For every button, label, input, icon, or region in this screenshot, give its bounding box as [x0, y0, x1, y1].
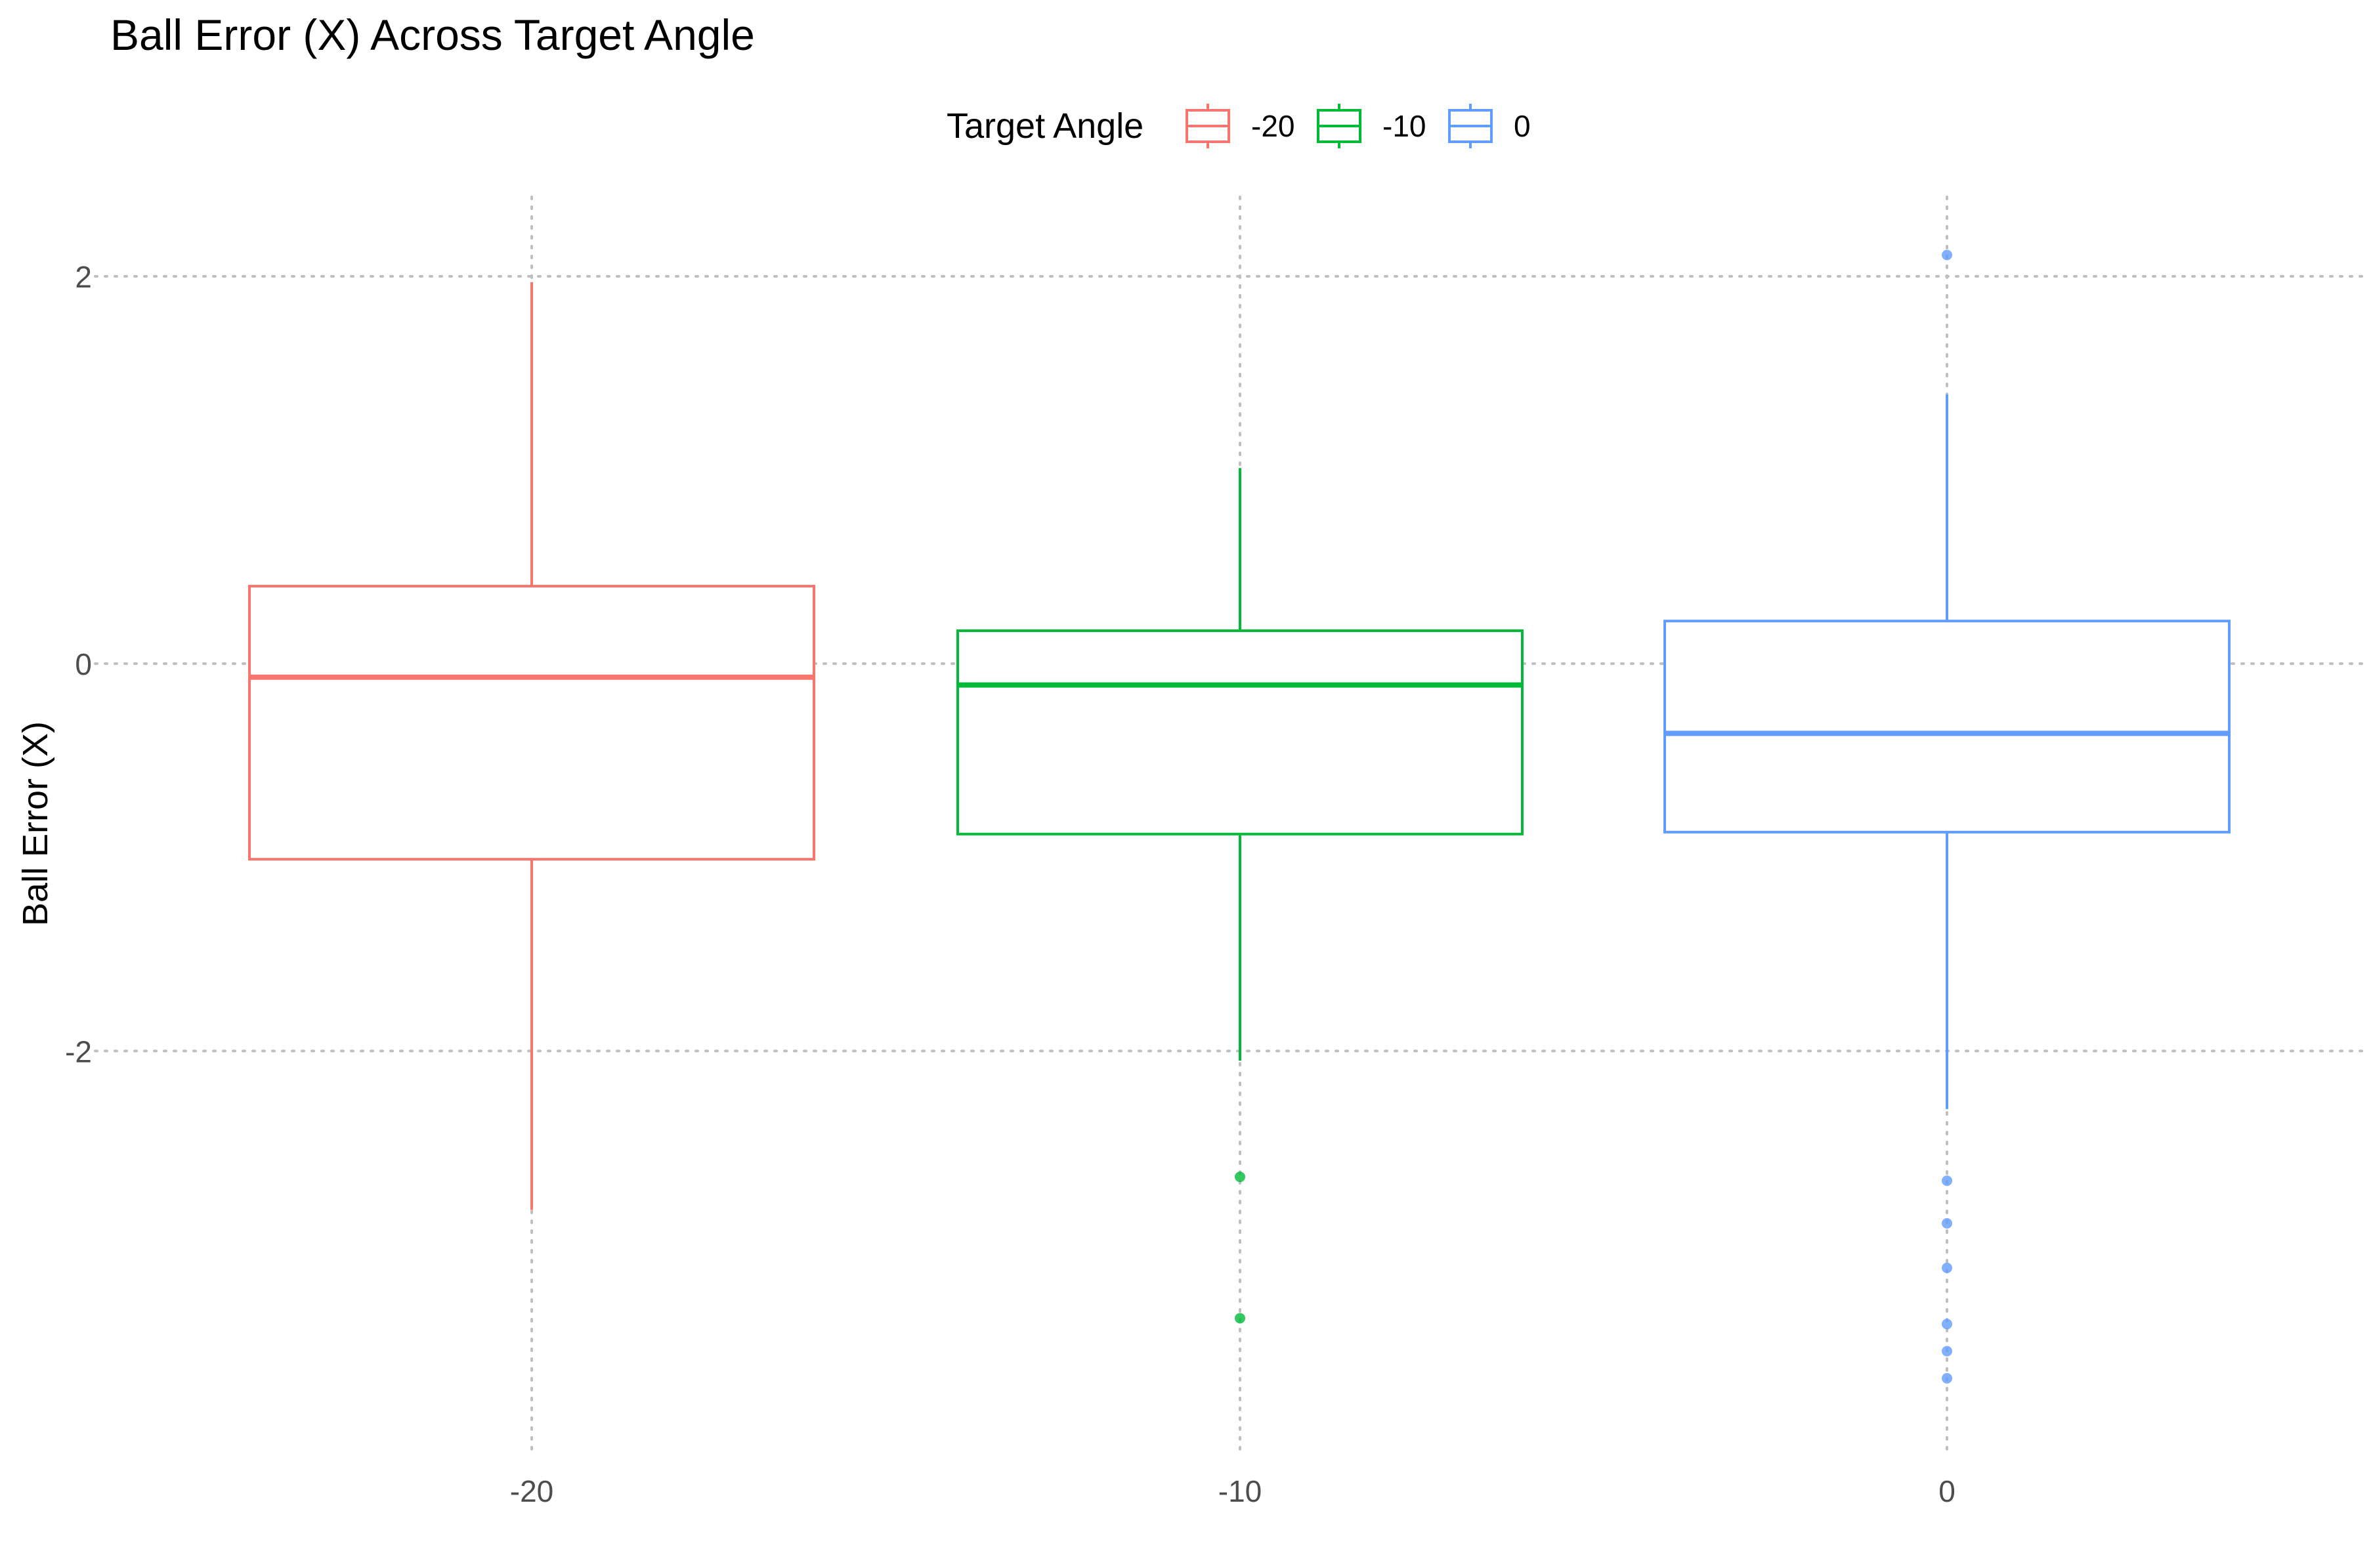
box-iqr	[1663, 620, 2231, 834]
x-tick-label: -20	[510, 1474, 553, 1508]
legend-label: -20	[1251, 109, 1294, 143]
y-tick-label: 2	[75, 260, 92, 294]
legend-label: -10	[1382, 109, 1426, 143]
legend-entry: -10	[1317, 104, 1426, 148]
legend-label: 0	[1514, 109, 1531, 143]
legend-entries: -20 -10 0	[1186, 104, 1531, 148]
outlier-point	[1942, 1262, 1952, 1273]
outlier-point	[1942, 1372, 1952, 1384]
outlier-point	[1942, 1218, 1952, 1229]
box-iqr	[956, 629, 1524, 836]
outlier-point	[1942, 249, 1952, 261]
box-iqr	[248, 585, 815, 861]
box-group	[1663, 249, 2231, 1384]
legend-entry: 0	[1448, 104, 1531, 148]
outlier-point	[1942, 1175, 1952, 1186]
chart-title: Ball Error (X) Across Target Angle	[110, 11, 755, 59]
y-tick-label: 0	[75, 647, 92, 681]
box-group	[956, 468, 1524, 1324]
box-group	[248, 282, 815, 1210]
y-axis-label: Ball Error (X)	[16, 721, 55, 926]
legend: Target Angle -20 -10 0	[947, 104, 1531, 148]
outlier-point	[1235, 1172, 1245, 1183]
x-tick-label: -10	[1218, 1474, 1262, 1508]
x-tick-label: 0	[1938, 1474, 1956, 1508]
y-tick-label: -2	[65, 1034, 92, 1069]
outlier-point	[1942, 1346, 1952, 1357]
legend-entry: -20	[1186, 104, 1294, 148]
outlier-point	[1235, 1313, 1245, 1324]
axis-layer: -202-20 -10 0	[65, 260, 1956, 1508]
outlier-point	[1942, 1319, 1952, 1330]
legend-title: Target Angle	[947, 106, 1144, 146]
box-layer	[248, 249, 2231, 1384]
